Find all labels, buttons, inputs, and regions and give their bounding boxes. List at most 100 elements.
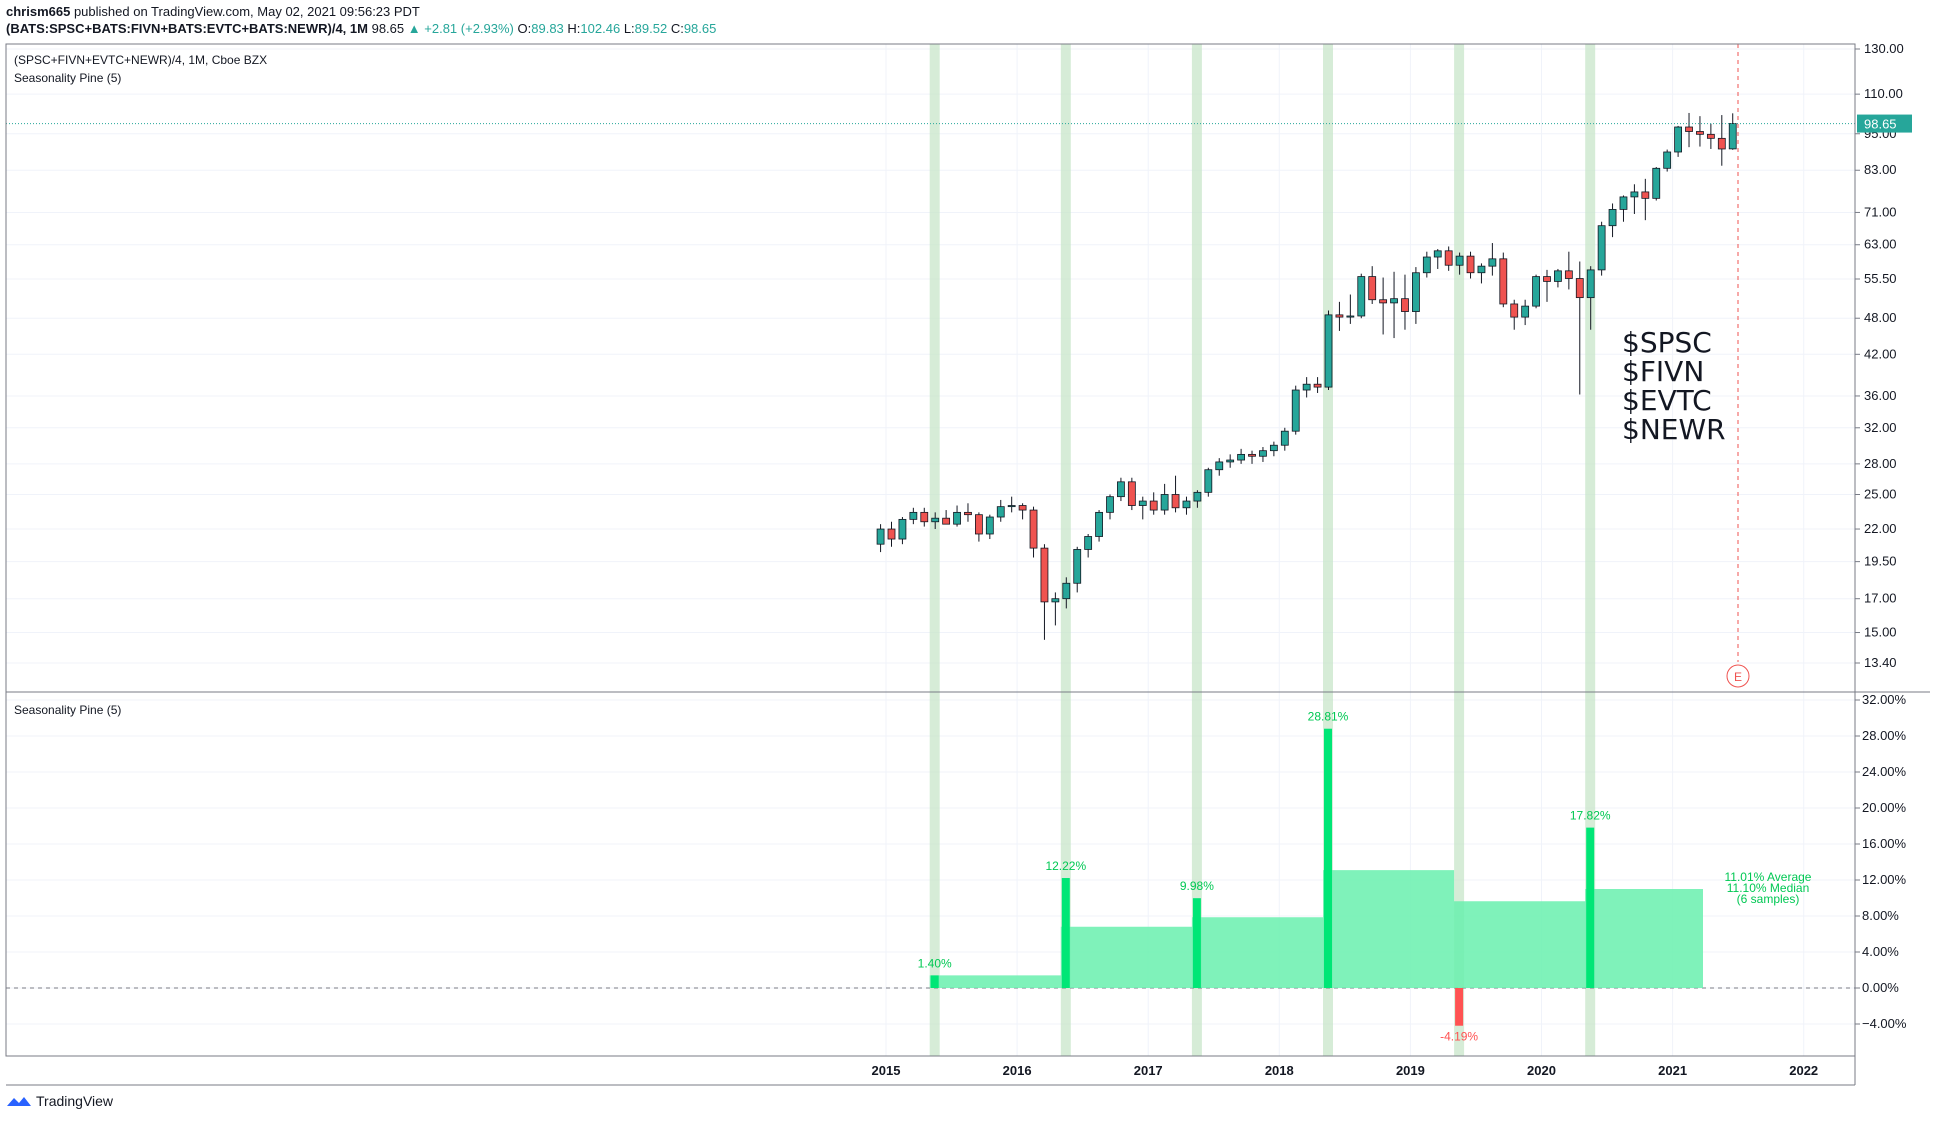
candle-body (953, 511, 961, 525)
candle-body (1630, 191, 1639, 198)
season-bar (1455, 988, 1464, 1026)
average-area-fill (929, 870, 1703, 988)
candle (1204, 467, 1213, 497)
candle-body (1717, 137, 1726, 150)
candle-body (898, 518, 907, 540)
candle (1444, 246, 1453, 271)
ohlc-legend: (BATS:SPSC+BATS:FIVN+BATS:EVTC+BATS:NEWR… (6, 21, 716, 36)
candle-body (1084, 536, 1093, 550)
candle-body (975, 514, 983, 535)
candle-body (1073, 549, 1082, 584)
season-tick-label: 32.00% (1862, 692, 1907, 707)
candle-body (1193, 491, 1202, 502)
candle (1652, 167, 1661, 201)
candle (1532, 274, 1540, 309)
footer-brand[interactable]: TradingView (6, 1093, 113, 1109)
candle-body (1248, 453, 1256, 457)
candle-body (1149, 500, 1158, 511)
candle (1564, 251, 1573, 290)
candle (1193, 490, 1202, 508)
season-bar (1586, 827, 1595, 988)
season-pane-title: Seasonality Pine (5) (14, 703, 121, 717)
candle-body (1138, 500, 1147, 506)
candle (1433, 249, 1442, 269)
candle-body (1357, 276, 1366, 317)
candle (1586, 266, 1595, 330)
candle (1706, 123, 1715, 149)
candle (1717, 115, 1726, 166)
candle (876, 524, 885, 553)
candle (996, 499, 1005, 522)
candle-body (1706, 133, 1715, 139)
season-tick-label: 24.00% (1862, 764, 1907, 779)
season-tick-label: 12.00% (1862, 872, 1907, 887)
candle (1007, 496, 1016, 513)
candle (1302, 377, 1311, 398)
candle (1127, 477, 1136, 511)
candle-body (1685, 126, 1693, 132)
candle-body (1401, 298, 1409, 312)
candle (1521, 299, 1530, 326)
price-tick-label: 15.00 (1864, 625, 1897, 640)
candle-body (1412, 272, 1420, 312)
candle (1674, 125, 1682, 157)
candle-body (996, 506, 1005, 518)
candle (1597, 221, 1606, 276)
season-bar-label: -4.19% (1440, 1030, 1478, 1044)
ticker-annotation-line: $EVTC (1622, 384, 1712, 417)
season-bar-label: 1.40% (918, 956, 952, 970)
publisher-name[interactable]: chrism665 (6, 4, 71, 19)
candle (1324, 310, 1333, 391)
ticker-annotation-line: $SPSC (1622, 326, 1712, 359)
highlight-band (1585, 44, 1596, 1056)
candle-body (1106, 496, 1114, 513)
candle-body (1095, 511, 1103, 537)
candle-body (1652, 167, 1661, 199)
year-tick-label: 2019 (1396, 1063, 1425, 1078)
candle-body (1597, 225, 1606, 271)
candle-body (931, 517, 940, 523)
candle (1313, 377, 1322, 393)
candle (1466, 251, 1475, 279)
year-tick-label: 2018 (1265, 1063, 1294, 1078)
candle (1510, 299, 1519, 330)
price-tick-label: 36.00 (1864, 388, 1897, 403)
price-tick-label: 42.00 (1864, 346, 1897, 361)
candle-body (1269, 444, 1278, 452)
seasonality-series: 1.40% 12.22% 9.98% 28.81% -4.19% 17.82% (6, 710, 1855, 1044)
candle-body (909, 511, 918, 520)
published-text: published on TradingView.com, May 02, 20… (73, 4, 420, 19)
candle-body (1215, 461, 1224, 471)
candle-body (1499, 258, 1508, 305)
price-change: +2.81 (+2.93%) (424, 21, 514, 36)
candle (1346, 294, 1355, 324)
publish-info: chrism665 published on TradingView.com, … (6, 4, 420, 19)
candle-body (920, 511, 929, 523)
symbol-name[interactable]: (BATS:SPSC+BATS:FIVN+BATS:EVTC+BATS:NEWR… (6, 21, 368, 36)
price-tick-label: 25.00 (1864, 486, 1897, 501)
candle (1040, 544, 1049, 640)
last-price-tag-label: 98.65 (1864, 117, 1897, 132)
candle (1291, 385, 1300, 435)
candle-body (1521, 305, 1530, 318)
low-label: L: (623, 21, 635, 36)
candle (1138, 496, 1147, 520)
candle-body (1291, 389, 1300, 432)
candle-body (1586, 269, 1595, 299)
year-tick-label: 2022 (1789, 1063, 1818, 1078)
candle-body (1466, 255, 1475, 274)
earnings-marker-icon (1726, 664, 1750, 688)
year-tick-label: 2015 (872, 1063, 901, 1078)
candle-body (1696, 131, 1704, 135)
candle (1641, 178, 1650, 221)
candle-body (1379, 299, 1388, 304)
price-tick-label: 55.50 (1864, 271, 1897, 286)
year-tick-label: 2016 (1003, 1063, 1032, 1078)
candle (1401, 274, 1409, 330)
candle-body (1280, 430, 1289, 446)
season-tick-label: 4.00% (1862, 944, 1899, 959)
price-tick-label: 19.50 (1864, 554, 1897, 569)
candle-body (1007, 505, 1016, 508)
candle-body (1641, 191, 1650, 199)
